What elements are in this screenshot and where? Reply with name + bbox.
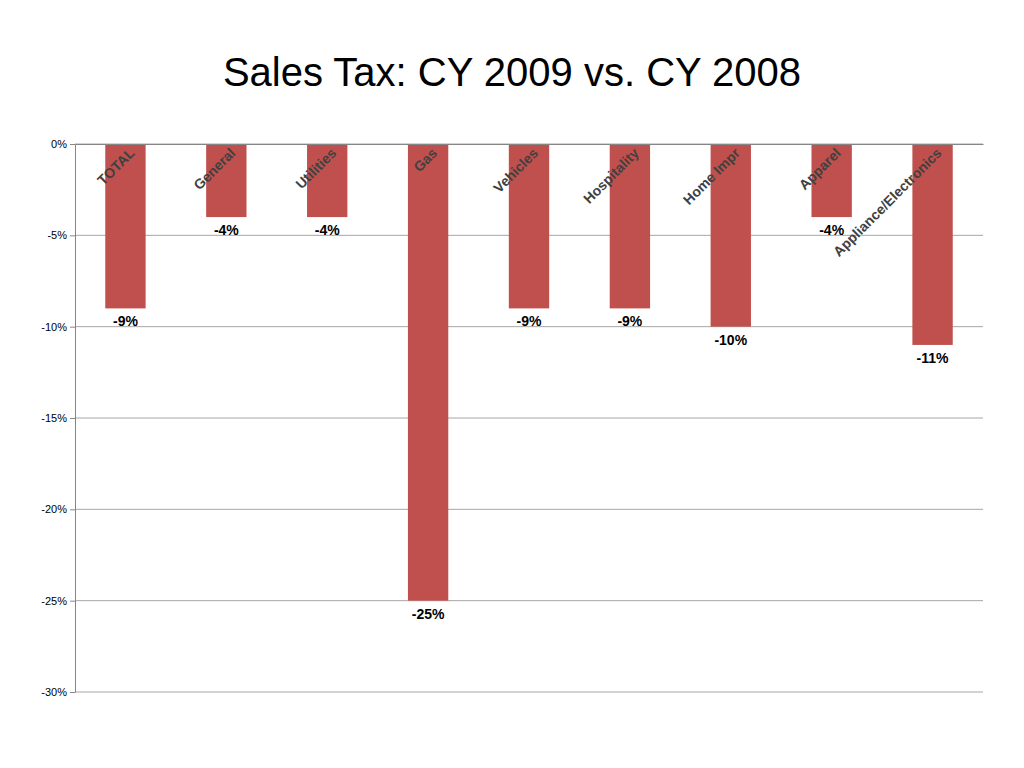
data-label: -4% <box>819 222 844 238</box>
y-tick: -30% <box>41 686 75 698</box>
grid-line <box>75 418 983 419</box>
x-tick-label: Home Impr <box>680 144 743 207</box>
data-label: -9% <box>517 313 542 329</box>
y-tick-mark <box>70 235 75 236</box>
y-tick-label: -25% <box>41 595 67 607</box>
chart: Sales Tax: CY 2009 vs. CY 20080%-5%-10%-… <box>0 0 1024 768</box>
x-tick: Vehicles <box>490 144 541 196</box>
data-label: -11% <box>917 350 949 366</box>
x-tick-label: Gas <box>410 145 440 175</box>
data-label: -4% <box>315 222 340 238</box>
y-tick-label: -20% <box>41 503 67 515</box>
y-tick-mark <box>70 601 75 602</box>
x-tick-label: Hospitality <box>580 145 642 207</box>
x-tick-label: Utilities <box>292 145 339 192</box>
x-tick: Gas <box>410 144 440 175</box>
y-tick-label: -30% <box>41 686 67 698</box>
data-label: -25% <box>412 606 445 622</box>
x-tick-label: TOTAL <box>94 144 138 188</box>
x-tick-label: Vehicles <box>490 145 541 196</box>
plot: 0% -5% -10% -15% -20% -25% -30% TOTAL General Uti… <box>41 138 983 698</box>
x-tick: Appliance/Electronics <box>830 144 945 260</box>
y-tick: -5% <box>47 229 75 241</box>
x-tick: General <box>190 144 238 193</box>
data-label: -9% <box>113 313 138 329</box>
y-tick-mark <box>70 509 75 510</box>
title: Sales Tax: CY 2009 vs. CY 2008 <box>223 50 801 94</box>
y-axis-line <box>75 145 76 693</box>
x-tick: TOTAL <box>94 144 138 188</box>
y-tick-mark <box>70 692 75 693</box>
x-axis: TOTAL General Utilities Gas Vehicles Hospital… <box>76 144 984 260</box>
grid-line <box>75 600 983 601</box>
y-tick: -25% <box>41 595 75 607</box>
grid-line <box>75 692 983 693</box>
data-label: -10% <box>714 332 747 348</box>
y-tick-mark <box>70 327 75 328</box>
data-label: -9% <box>617 313 642 329</box>
y-tick: 0% <box>51 138 75 150</box>
bar <box>408 144 448 601</box>
x-tick: Apparel <box>796 144 844 193</box>
x-tick-label: Apparel <box>796 145 844 193</box>
x-tick-label: General <box>190 145 238 193</box>
x-tick: Utilities <box>292 144 339 192</box>
data-labels: -9% -4% -4% -25% -9% -9% -10% -4% -11% <box>113 222 949 622</box>
y-tick-label: -15% <box>41 412 67 424</box>
x-tick: Home Impr <box>680 144 743 208</box>
y-tick-mark <box>70 144 75 145</box>
y-axis: 0% -5% -10% -15% -20% -25% -30% <box>41 138 75 698</box>
grid-line <box>75 509 983 510</box>
y-tick-label: -10% <box>41 321 67 333</box>
data-label: -4% <box>214 222 239 238</box>
bars <box>105 144 952 601</box>
grid <box>75 144 983 692</box>
y-tick-mark <box>70 418 75 419</box>
x-tick: Hospitality <box>580 144 642 207</box>
y-tick: -10% <box>41 321 75 333</box>
y-tick: -20% <box>41 503 75 515</box>
y-tick-label: -5% <box>47 229 67 241</box>
x-tick-label: Appliance/Electronics <box>830 145 945 260</box>
y-tick-label: 0% <box>51 138 67 150</box>
y-tick: -15% <box>41 412 75 424</box>
